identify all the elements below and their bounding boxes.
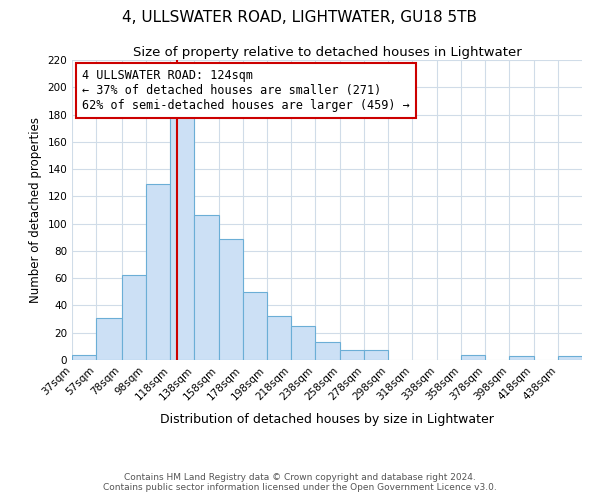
Y-axis label: Number of detached properties: Number of detached properties [29,117,42,303]
Bar [364,350,388,360]
Bar [194,216,218,360]
Bar [243,292,267,360]
Bar [461,354,485,360]
Bar [316,342,340,360]
Bar [218,238,243,360]
Bar [291,326,316,360]
Bar [558,356,582,360]
Bar [72,354,96,360]
Text: 4, ULLSWATER ROAD, LIGHTWATER, GU18 5TB: 4, ULLSWATER ROAD, LIGHTWATER, GU18 5TB [122,10,478,25]
X-axis label: Distribution of detached houses by size in Lightwater: Distribution of detached houses by size … [160,413,494,426]
Text: 4 ULLSWATER ROAD: 124sqm
← 37% of detached houses are smaller (271)
62% of semi-: 4 ULLSWATER ROAD: 124sqm ← 37% of detach… [82,69,410,112]
Bar [340,350,364,360]
Text: Contains HM Land Registry data © Crown copyright and database right 2024.
Contai: Contains HM Land Registry data © Crown c… [103,473,497,492]
Bar [96,318,122,360]
Title: Size of property relative to detached houses in Lightwater: Size of property relative to detached ho… [133,46,521,59]
Bar [146,184,170,360]
Bar [170,113,194,360]
Bar [509,356,533,360]
Bar [122,276,146,360]
Bar [267,316,291,360]
